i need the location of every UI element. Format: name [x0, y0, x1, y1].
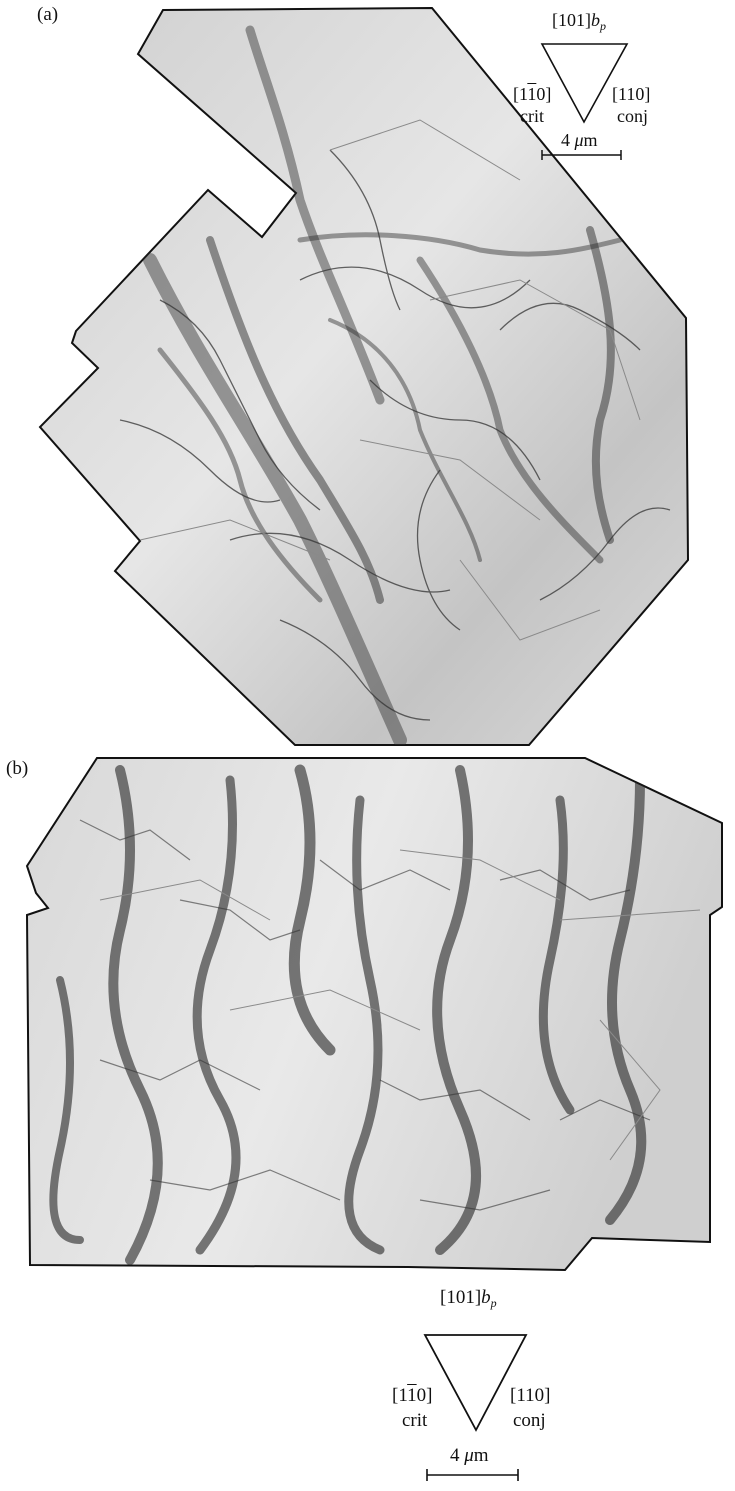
triad-a-right-dir: [110] [612, 84, 651, 104]
triad-b-right-dir: [110] [510, 1385, 551, 1406]
triad-b-scale-bar [426, 1469, 519, 1481]
dislocation-walls [49, 764, 647, 1265]
triad-a-left-name: crit [520, 106, 544, 126]
triad-b-right-name: conj [513, 1410, 546, 1431]
triad-b-top-label: [101]bp [440, 1287, 497, 1311]
panel-b-label: (b) [6, 758, 29, 779]
triad-a-scale-bar [541, 150, 622, 160]
triad-a-scale-label: 4 μm [561, 130, 598, 150]
triad-a-left-dir: [110] [513, 84, 552, 104]
triad-a-top-b: b [591, 10, 600, 30]
triad-b-triangle [423, 1334, 528, 1481]
micrograph-a-frame [38, 6, 690, 746]
triad-b-left-name: crit [402, 1410, 428, 1431]
dislocation-tangles [79, 819, 651, 1211]
micrograph-a [38, 6, 690, 746]
dislocation-band [143, 25, 623, 745]
triad-b-top-sub: p [490, 1296, 497, 1310]
micrograph-b [25, 757, 723, 1272]
grain-boundaries [139, 119, 641, 641]
triad-a-top-label: [101]bp [552, 10, 606, 34]
dislocation-lines [119, 149, 671, 721]
orientation-triad-a: [101]bp [110] crit [110] conj 4 μm [497, 0, 677, 170]
triad-a-triangle [540, 43, 629, 160]
panel-a-label: (a) [37, 4, 59, 25]
grain-boundaries-b [99, 849, 701, 1161]
triad-b-top-b: b [481, 1287, 491, 1308]
triad-a-top-dir: [101] [552, 10, 591, 30]
triad-b-left-dir: [110] [392, 1385, 433, 1406]
triad-a-top-sub: p [600, 19, 606, 33]
triad-b-scale-label: 4 μm [450, 1445, 489, 1466]
triad-a-right-name: conj [617, 106, 648, 126]
triad-b-top-dir: [101] [440, 1287, 482, 1308]
orientation-triad-b: [101]bp [110] crit [110] conj 4 μm [380, 1280, 580, 1485]
